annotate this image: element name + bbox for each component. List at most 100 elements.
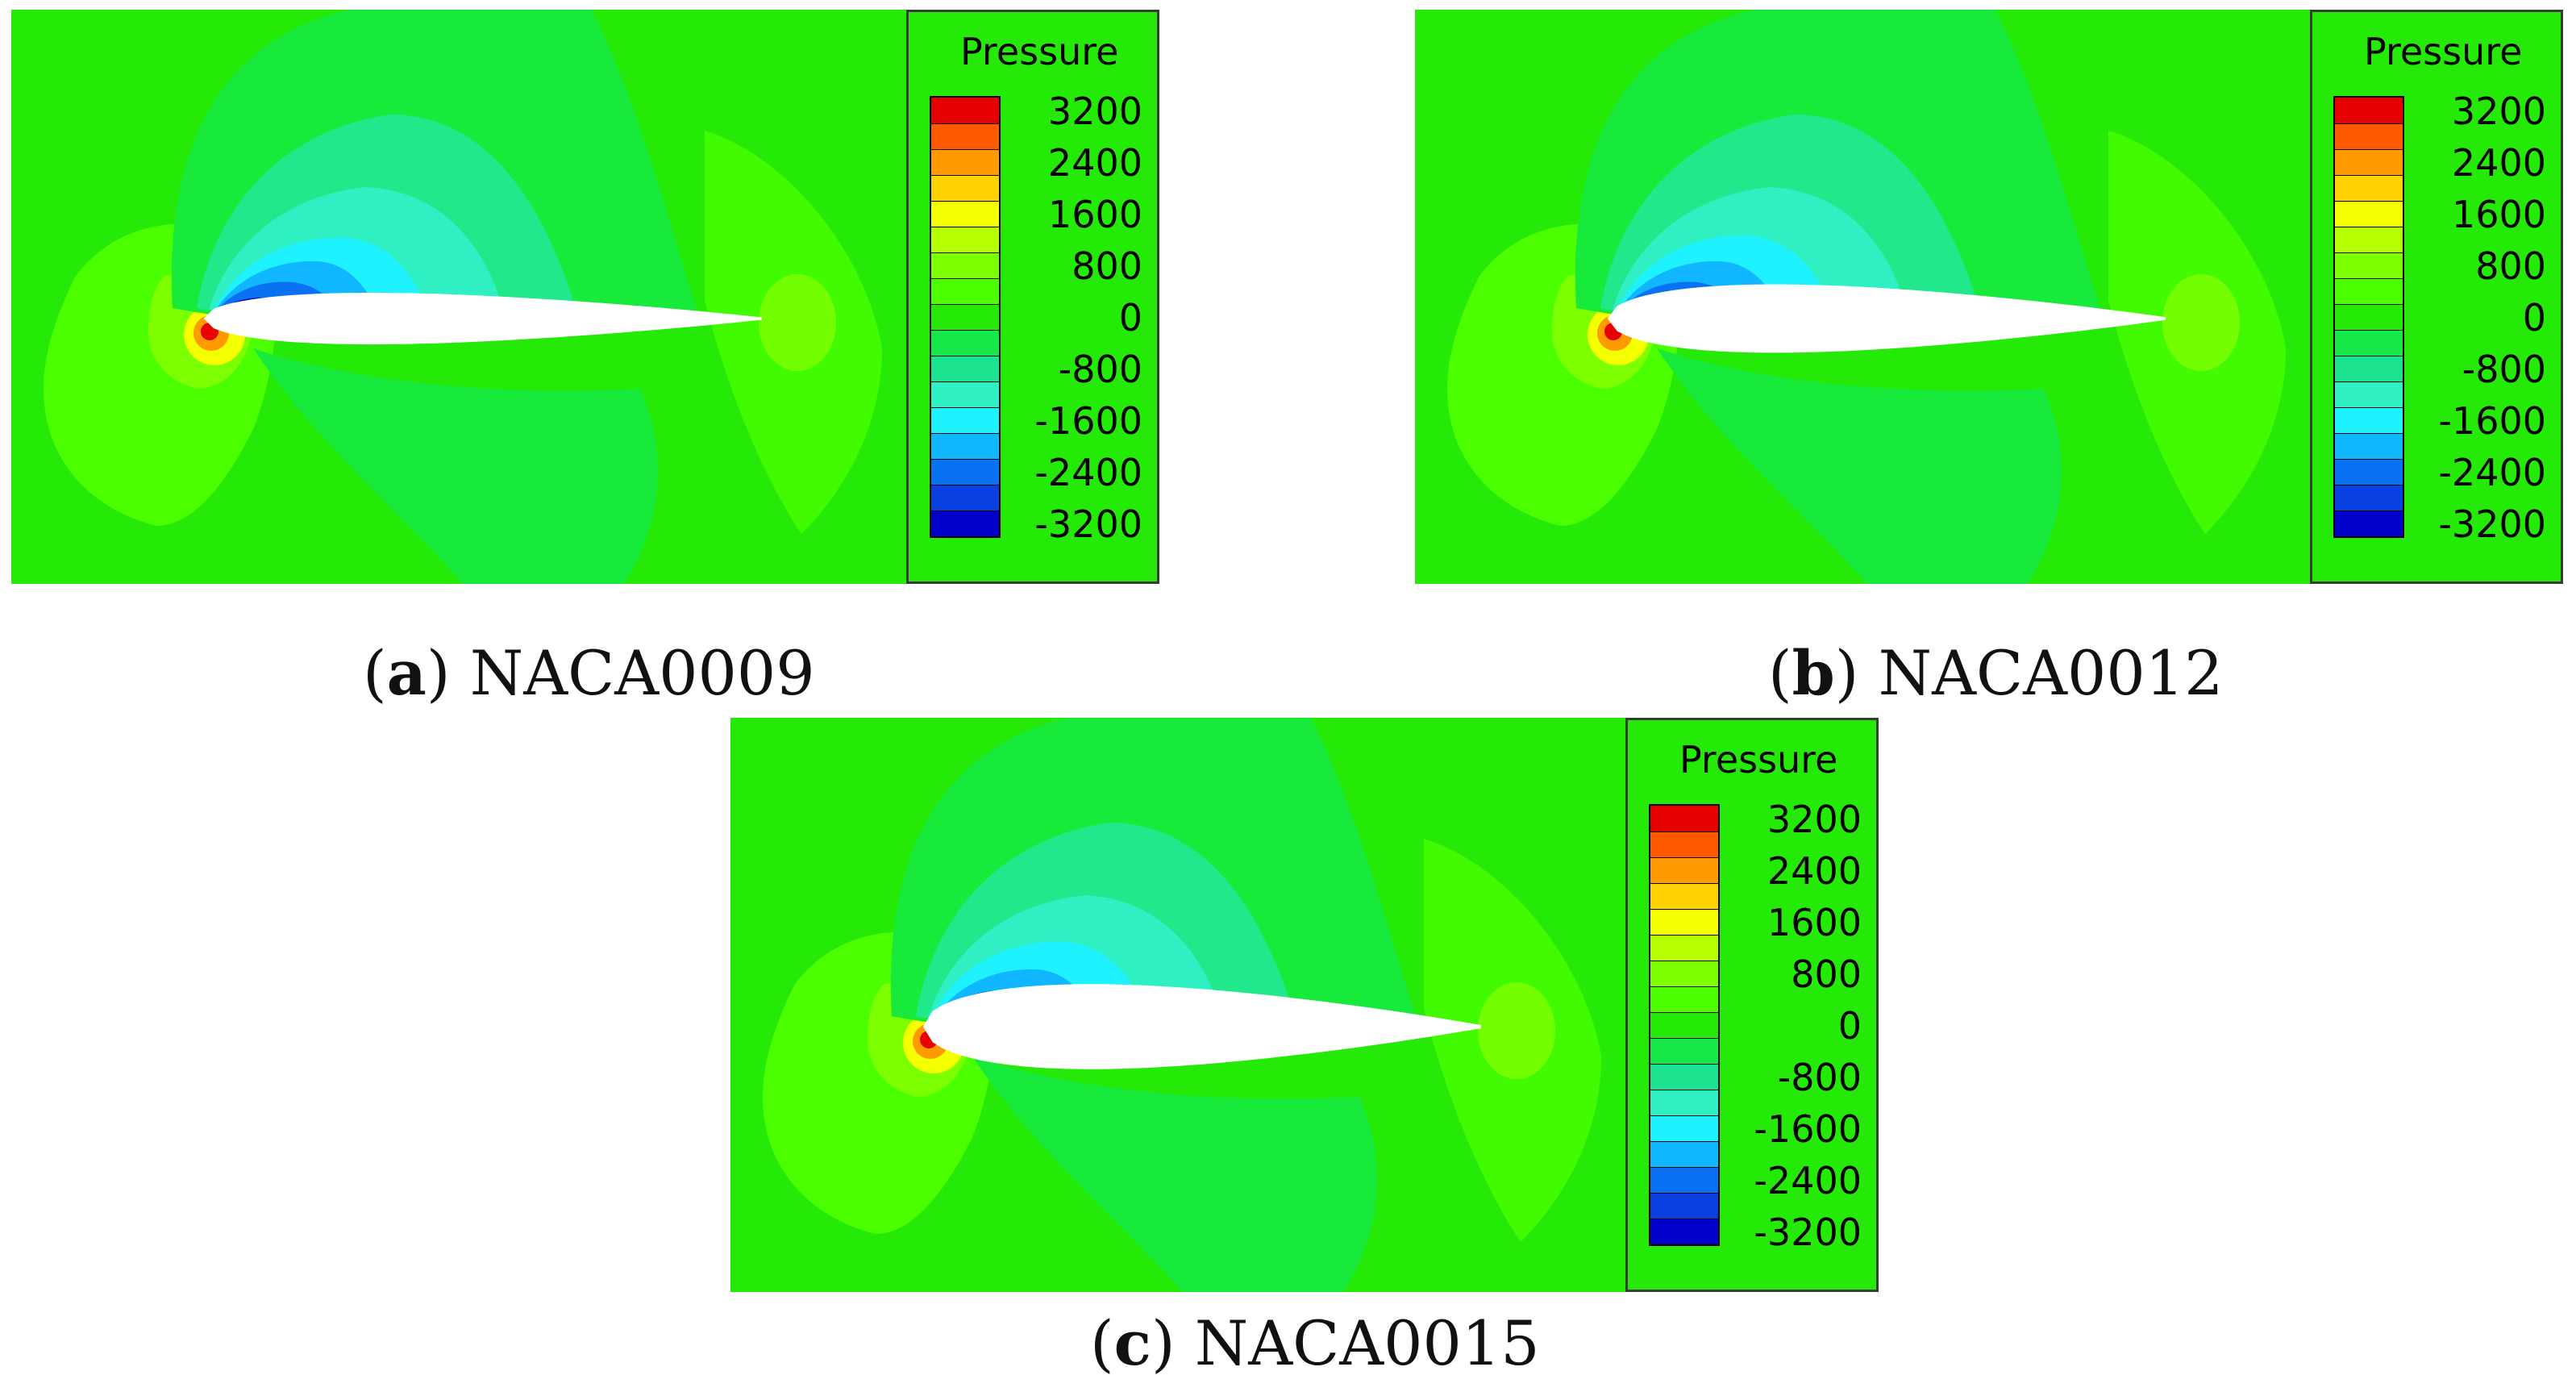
caption-a: (a) NACA0009 [363, 637, 815, 709]
legend-swatch [2335, 123, 2403, 149]
legend-label: -1600 [1754, 1107, 1862, 1151]
legend-title: Pressure [2364, 30, 2523, 73]
legend-swatch [931, 330, 999, 356]
legend-label: 1600 [2451, 193, 2546, 236]
airfoil-body [922, 984, 1481, 1069]
legend-labels: 3200 2400 1600 800 0 -800 -1600 -2400 -3200 [1005, 90, 1151, 543]
legend-swatch [2335, 407, 2403, 433]
legend-swatch [1650, 1090, 1718, 1115]
legend-colorbar [1649, 804, 1720, 1246]
legend-swatch [2335, 304, 2403, 330]
legend-label: 0 [1118, 296, 1142, 340]
legend-swatch [2335, 330, 2403, 356]
legend-swatch [931, 278, 999, 304]
legend-label: 1600 [1767, 901, 1862, 944]
caption-c: (c) NACA0015 [1090, 1307, 1540, 1379]
legend-swatch [2335, 278, 2403, 304]
legend-label: -2400 [1754, 1159, 1862, 1202]
legend-swatch [2335, 227, 2403, 252]
legend-labels: 3200 2400 1600 800 0 -800 -1600 -2400 -3200 [1725, 798, 1870, 1251]
legend-label: -3200 [1754, 1211, 1862, 1254]
trailing-edge-lobe [2162, 274, 2240, 371]
legend-swatch [931, 485, 999, 511]
legend-swatch [1650, 909, 1718, 935]
legend-swatch [931, 511, 999, 536]
legend-swatch [931, 459, 999, 485]
legend-label: 800 [2475, 244, 2546, 288]
caption-text: NACA0012 [1878, 637, 2224, 709]
legend-swatch [931, 201, 999, 227]
trailing-edge-lobe [1478, 982, 1555, 1079]
legend-swatch [1650, 935, 1718, 961]
airfoil-body [1607, 284, 2166, 353]
caption-text: NACA0009 [469, 637, 815, 709]
legend-swatch [931, 123, 999, 149]
legend-swatch [1650, 1219, 1718, 1244]
legend-label: -2400 [1034, 451, 1142, 494]
legend-swatch [1650, 857, 1718, 883]
pressure-legend-b: Pressure 3200 2400 1600 800 0 -800 -1600 -2400 -… [2310, 10, 2563, 584]
legend-label: 0 [1837, 1004, 1862, 1048]
legend-swatch [1650, 1115, 1718, 1141]
pressure-field-b [1415, 10, 2563, 584]
legend-label: -800 [2462, 348, 2546, 391]
legend-label: 2400 [1047, 141, 1142, 185]
contour-panel-a: Pressure 3200 2400 1600 800 0 -800 -1600 -2400 -… [11, 10, 1159, 584]
legend-swatch [931, 433, 999, 459]
pressure-legend-a: Pressure 3200 2400 1600 800 0 -800 -1600 -2400 -… [906, 10, 1159, 584]
legend-labels: 3200 2400 1600 800 0 -800 -1600 -2400 -3200 [2409, 90, 2554, 543]
caption-letter: a [386, 637, 427, 709]
legend-swatch [931, 407, 999, 433]
legend-label: 0 [2522, 296, 2546, 340]
legend-swatch [2335, 201, 2403, 227]
legend-swatch [1650, 961, 1718, 986]
legend-label: -3200 [1034, 502, 1142, 546]
legend-swatch [1650, 883, 1718, 909]
legend-swatch [2335, 485, 2403, 511]
legend-label: -1600 [1034, 399, 1142, 443]
caption-text: NACA0015 [1194, 1307, 1540, 1379]
legend-colorbar [930, 96, 1001, 538]
legend-swatch [931, 252, 999, 278]
contour-panel-c: Pressure 3200 2400 1600 800 0 -800 -1600 -2400 -… [730, 718, 1879, 1292]
legend-label: 2400 [1767, 849, 1862, 893]
legend-swatch [1650, 1064, 1718, 1090]
legend-label: 800 [1791, 952, 1862, 996]
legend-label: -1600 [2438, 399, 2546, 443]
caption-letter: c [1113, 1307, 1151, 1379]
legend-swatch [2335, 149, 2403, 175]
legend-swatch [931, 304, 999, 330]
legend-label: -800 [1058, 348, 1142, 391]
legend-label: 3200 [1767, 798, 1862, 841]
legend-swatch [2335, 459, 2403, 485]
legend-label: 1600 [1047, 193, 1142, 236]
legend-swatch [1650, 1038, 1718, 1064]
legend-title: Pressure [960, 30, 1119, 73]
legend-label: 2400 [2451, 141, 2546, 185]
legend-swatch [931, 149, 999, 175]
legend-swatch [2335, 252, 2403, 278]
legend-swatch [1650, 831, 1718, 857]
legend-swatch [931, 356, 999, 381]
legend-swatch [2335, 98, 2403, 123]
legend-swatch [931, 175, 999, 201]
airfoil-body [203, 292, 762, 345]
legend-swatch [1650, 1167, 1718, 1193]
caption-b: (b) NACA0012 [1768, 637, 2224, 709]
legend-colorbar [2333, 96, 2404, 538]
legend-swatch [2335, 433, 2403, 459]
lower-suction-region [253, 348, 658, 584]
legend-swatch [931, 98, 999, 123]
legend-swatch [2335, 511, 2403, 536]
legend-label: 800 [1072, 244, 1142, 288]
caption-letter: b [1792, 637, 1835, 709]
legend-label: -800 [1777, 1056, 1862, 1099]
legend-swatch [2335, 175, 2403, 201]
legend-swatch [2335, 356, 2403, 381]
legend-label: 3200 [2451, 90, 2546, 133]
legend-title: Pressure [1679, 738, 1838, 781]
legend-swatch [1650, 1193, 1718, 1219]
legend-label: 3200 [1047, 90, 1142, 133]
legend-swatch [1650, 1141, 1718, 1167]
contour-panel-b: Pressure 3200 2400 1600 800 0 -800 -1600 -2400 -… [1415, 10, 2563, 584]
